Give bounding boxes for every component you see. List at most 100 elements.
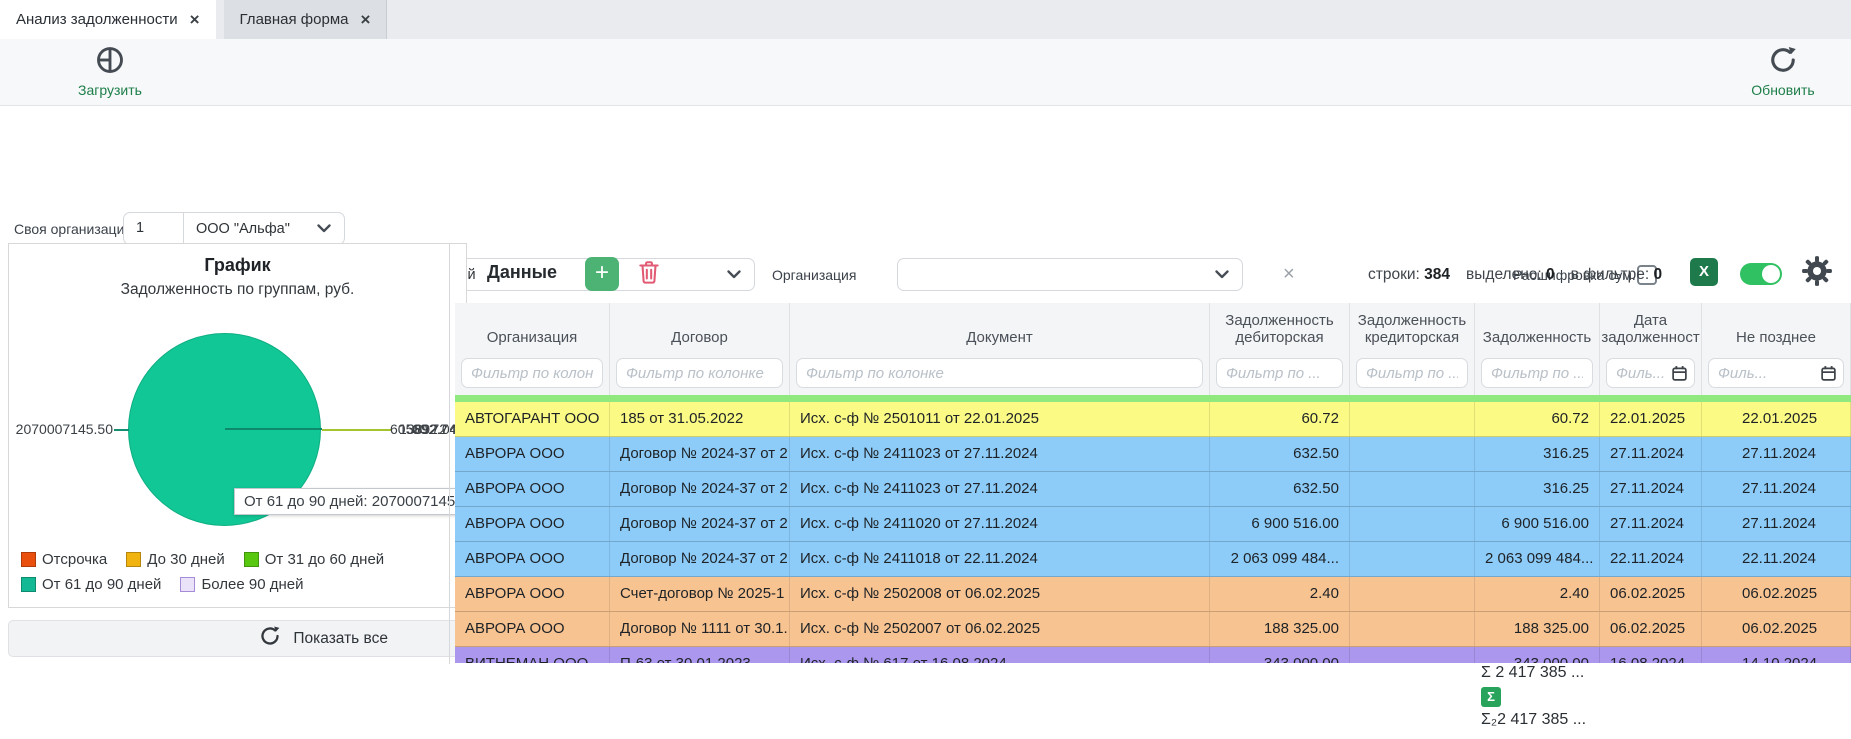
table-row[interactable]: АВТОГАРАНТ ООО 185 от 31.05.2022 Исх. с-… [455,402,1851,437]
table-cell: 06.02.2025 [1600,577,1702,611]
column-filter-input[interactable] [1481,358,1593,388]
load-label: Загрузить [78,82,142,98]
org-select[interactable] [897,258,1243,291]
org-clear-button[interactable]: × [1283,258,1295,291]
table-cell: АВРОРА ООО [455,542,610,576]
table-cell [1350,507,1475,541]
table-row[interactable]: АВРОРА ООО Договор № 2024-37 от 2... Исх… [455,507,1851,542]
table-header-cell[interactable]: Задолженность кредиторская [1350,303,1475,352]
table-cell: 2 063 099 484... [1210,542,1350,576]
table-cell: 27.11.2024 [1702,507,1851,541]
tab-close-icon[interactable]: × [190,11,200,28]
data-grid: Организация Договор Документ Задолженнос… [455,303,1851,663]
clipped-row-viewport: ВИТНЕМАН ООО П-63 от 30.01.2023 Исх. с-ф… [455,647,1851,663]
table-cell: Исх. с-ф № 2502007 от 06.02.2025 [790,612,1210,646]
table-row[interactable]: АВРОРА ООО Договор № 2024-37 от 2... Исх… [455,472,1851,507]
legend-item[interactable]: До 30 дней [126,549,224,569]
table-header-cell[interactable]: Организация [455,303,610,352]
table-cell: ВИТНЕМАН ООО [455,647,610,663]
table-cell: 22.01.2025 [1600,402,1702,436]
column-filter-input[interactable] [1216,358,1343,388]
table-cell: 22.01.2025 [1702,402,1851,436]
pie-slice-label: 60.72 [412,421,447,437]
table-header-cell[interactable]: Договор [610,303,790,352]
selected-count-label: выделено: [1466,266,1542,283]
table-header-cell[interactable]: Не позднее [1702,303,1851,352]
table-cell: 185 от 31.05.2022 [610,402,790,436]
table-cell: Исх. с-ф № 2411023 от 27.11.2024 [790,472,1210,506]
table-cell: 27.11.2024 [1600,437,1702,471]
table-cell [1350,402,1475,436]
filters-toggle[interactable] [1740,263,1782,285]
legend-swatch [126,552,141,567]
table-header-cell[interactable]: Задолженность [1475,303,1600,352]
table-cell: Исх. с-ф № 2502008 от 06.02.2025 [790,577,1210,611]
column-sum-total-2: Σ₂2 417 385 ... [1481,711,1586,729]
column-filter-input[interactable] [1606,358,1695,388]
table-cell: 22.11.2024 [1702,542,1851,576]
tab-close-icon[interactable]: × [360,11,370,28]
table-cell: 27.11.2024 [1702,472,1851,506]
table-cell: Исх. с-ф № 2501011 от 22.01.2025 [790,402,1210,436]
refresh-button[interactable]: Обновить [1733,45,1833,98]
table-cell: Счет-договор № 2025-1 ... [610,577,790,611]
table-cell: 632.50 [1210,437,1350,471]
table-header-cell[interactable]: Документ [790,303,1210,352]
table-cell [1350,542,1475,576]
table-row[interactable]: АВРОРА ООО Договор № 2024-37 от 2... Исх… [455,542,1851,577]
refresh-label: Обновить [1751,82,1814,98]
column-filter-input[interactable] [616,358,783,388]
sigma-badge[interactable]: Σ [1481,687,1501,707]
settings-gear-button[interactable] [1801,255,1833,287]
table-cell: П-63 от 30.01.2023 [610,647,790,663]
chart-panel: График Задолженность по группам, руб. 20… [8,243,467,608]
table-cell: Договор № 2024-37 от 2... [610,542,790,576]
legend-item[interactable]: Отсрочка [21,549,107,569]
table-cell: Исх. с-ф № 2411023 от 27.11.2024 [790,437,1210,471]
own-org-code-input[interactable]: 1 [124,213,184,244]
filter-form: Своя организация: 1 ООО "Альфа" Дата 06.… [0,106,1851,251]
excel-export-button[interactable]: X [1690,258,1718,286]
chart-title: График [9,255,466,276]
table-cell: 27.11.2024 [1600,472,1702,506]
legend-label: От 31 до 60 дней [265,551,384,568]
table-header-cell[interactable]: Дата задолженност [1600,303,1702,352]
data-panel-title: Данные [487,262,557,283]
delete-row-button[interactable] [636,259,664,287]
column-filter-input[interactable] [461,358,603,388]
legend-swatch [244,552,259,567]
table-row[interactable]: ВИТНЕМАН ООО П-63 от 30.01.2023 Исх. с-ф… [455,647,1851,663]
column-filter-input[interactable] [796,358,1203,388]
tab-debt-analysis[interactable]: Анализ задолженности × [0,0,216,39]
chevron-down-icon [727,270,741,279]
show-all-button[interactable]: Показать все [8,620,467,657]
legend-item[interactable]: От 61 до 90 дней [21,574,161,594]
own-org-select[interactable]: 1 ООО "Альфа" [123,212,345,245]
table-cell: 6 900 516.00 [1475,507,1600,541]
table-cell [1350,577,1475,611]
legend-label: Отсрочка [42,551,107,568]
tab-main-form[interactable]: Главная форма × [224,0,388,39]
legend-label: До 30 дней [147,551,224,568]
tab-label: Анализ задолженности [16,11,178,28]
legend-label: От 61 до 90 дней [42,576,161,593]
legend-swatch [21,577,36,592]
table-cell: 316.25 [1475,472,1600,506]
toolbar: Загрузить Обновить [0,39,1851,106]
pie-label-leader-line [114,429,129,431]
table-row[interactable]: АВРОРА ООО Договор № 1111 от 30.1... Исх… [455,612,1851,647]
table-row[interactable]: АВРОРА ООО Счет-договор № 2025-1 ... Исх… [455,577,1851,612]
legend-item[interactable]: От 31 до 60 дней [244,549,384,569]
column-filter-input[interactable] [1356,358,1468,388]
legend-item[interactable]: Более 90 дней [180,574,303,594]
column-filter-input[interactable] [1708,358,1844,388]
table-row[interactable]: АВРОРА ООО Договор № 2024-37 от 2... Исх… [455,437,1851,472]
table-cell [1350,647,1475,663]
filtered-count-label: в фильтре: [1571,266,1650,283]
refresh-icon [1768,45,1798,80]
add-row-button[interactable]: + [585,257,619,291]
selected-count: 0 [1546,266,1555,283]
load-button[interactable]: Загрузить [60,45,160,98]
chart-tooltip: От 61 до 90 дней: 2070007145.50 [234,488,467,515]
table-header-cell[interactable]: Задолженность дебиторская [1210,303,1350,352]
